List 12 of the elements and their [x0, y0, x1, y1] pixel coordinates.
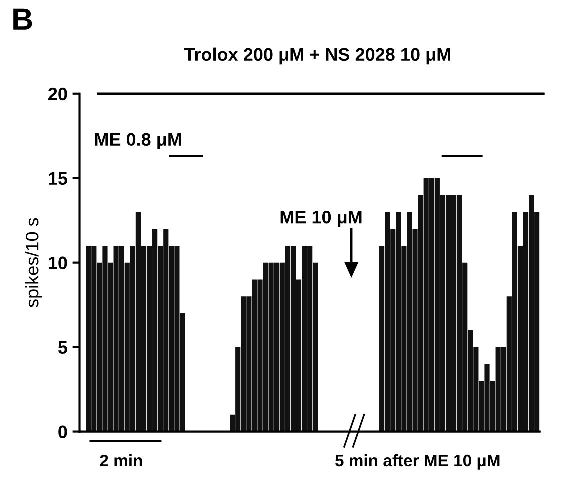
annotation: ME 0.8 μM [95, 133, 182, 150]
y-tick-label: 10 [49, 256, 68, 270]
chart-title: Trolox 200 μM + NS 2028 10 μM [184, 48, 450, 65]
text: 5 min after ME 10 μM [336, 454, 500, 470]
y-tick-label: 0 [58, 426, 68, 439]
text: 2 min [100, 454, 142, 467]
y-tick-label: 15 [49, 172, 68, 186]
annotation: ME 10 μM [280, 210, 362, 228]
y-tick-label: 20 [48, 88, 68, 101]
y-axis-title: spikes/10 s [25, 218, 42, 308]
text: B [14, 8, 32, 30]
y-tick-label: 5 [58, 341, 68, 354]
